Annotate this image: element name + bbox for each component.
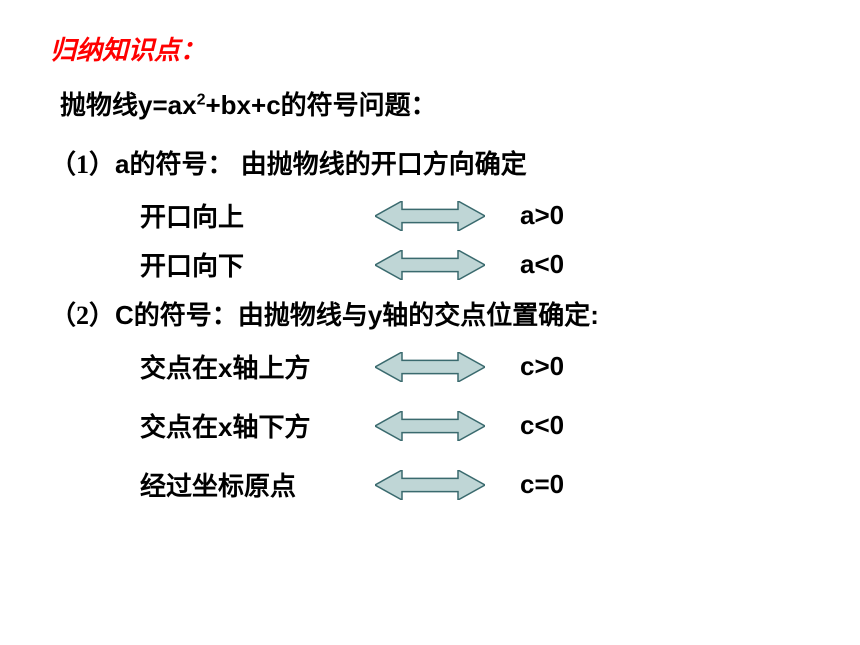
section-1-num: （1） (50, 150, 115, 179)
cond-a-up: 开口向上 (140, 197, 370, 234)
section-2-desc: 由抛物线与y轴的交点位置确定: (238, 300, 599, 330)
res-c-above: c>0 (520, 351, 564, 382)
subtitle-pre: 抛物线y=ax (60, 90, 197, 120)
cond-a-down: 开口向下 (140, 246, 370, 283)
res-a-down: a<0 (520, 249, 564, 280)
subtitle: 抛物线y=ax2+bx+c的符号问题： (60, 85, 810, 122)
cond-c-above: 交点在x轴上方 (140, 348, 370, 385)
section-2-label: 的符号： (134, 301, 238, 330)
res-c-origin: c=0 (520, 469, 564, 500)
arrow-5 (370, 470, 490, 500)
section-2-var: C (115, 300, 134, 330)
section-1-desc: 由抛物线的开口方向确定 (241, 149, 527, 179)
row-a-down: 开口向下 a<0 (140, 246, 810, 283)
row-c-above: 交点在x轴上方 c>0 (140, 348, 810, 385)
row-c-below: 交点在x轴下方 c<0 (140, 407, 810, 444)
res-c-below: c<0 (520, 410, 564, 441)
section-2-num: （2） (50, 301, 115, 330)
section-1-head: （1）a的符号： 由抛物线的开口方向确定 (50, 144, 810, 181)
summary-title: 归纳知识点： (50, 30, 810, 67)
arrow-3 (370, 352, 490, 382)
res-a-up: a>0 (520, 200, 564, 231)
subtitle-post: +bx+c的符号问题： (205, 90, 436, 120)
arrow-2 (370, 250, 490, 280)
row-c-origin: 经过坐标原点 c=0 (140, 466, 810, 503)
arrow-4 (370, 411, 490, 441)
cond-c-origin: 经过坐标原点 (140, 466, 370, 503)
section-1-var: a (115, 149, 129, 179)
section-2-head: （2）C的符号：由抛物线与y轴的交点位置确定: (50, 295, 810, 332)
arrow-1 (370, 201, 490, 231)
row-a-up: 开口向上 a>0 (140, 197, 810, 234)
cond-c-below: 交点在x轴下方 (140, 407, 370, 444)
section-1-label: 的符号： (129, 150, 233, 179)
